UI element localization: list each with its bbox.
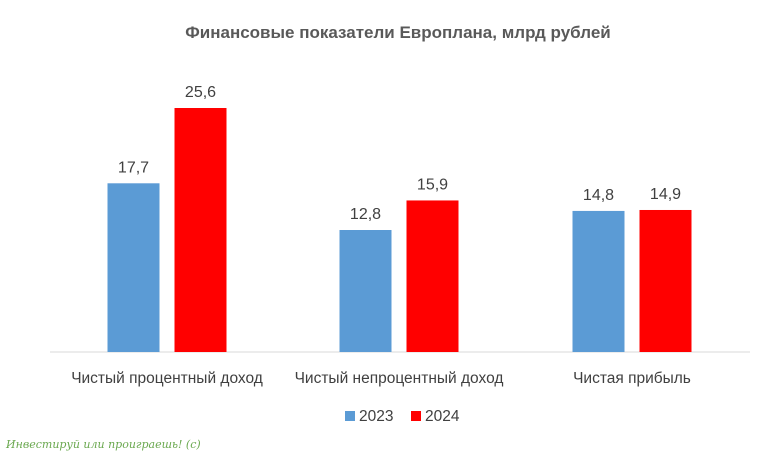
bar-2024 xyxy=(639,209,692,352)
data-label: 14,8 xyxy=(583,187,614,204)
data-label: 25,6 xyxy=(185,84,216,101)
legend-swatch xyxy=(411,411,421,421)
category-label: Чистый непроцентный доход xyxy=(295,370,504,387)
legend-swatch xyxy=(345,411,355,421)
bar-2024 xyxy=(406,200,459,352)
data-label: 15,9 xyxy=(417,176,448,193)
bar-2024 xyxy=(174,108,227,352)
watermark: Инвестируй или проиграешь! (с) xyxy=(6,438,201,451)
data-label: 17,7 xyxy=(118,159,149,176)
bar-2023 xyxy=(107,183,160,352)
data-label: 12,8 xyxy=(350,206,381,223)
legend-label: 2023 xyxy=(359,408,393,425)
legend: 2023 2024 xyxy=(345,408,460,425)
legend-label: 2024 xyxy=(425,408,460,425)
category-label: Чистый процентный доход xyxy=(71,370,263,387)
bar-2023 xyxy=(572,210,625,352)
bar-2023 xyxy=(339,230,392,352)
data-label: 14,9 xyxy=(650,186,681,203)
chart-title: Финансовые показатели Европлана, млрд ру… xyxy=(185,23,610,42)
category-label: Чистая прибыль xyxy=(573,370,691,387)
